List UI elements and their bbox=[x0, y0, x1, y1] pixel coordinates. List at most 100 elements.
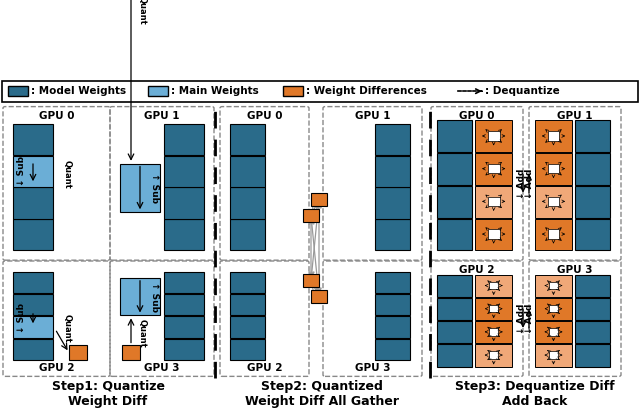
Bar bbox=[375, 188, 410, 219]
Text: GPU 3: GPU 3 bbox=[355, 363, 390, 373]
Bar bbox=[575, 344, 610, 367]
Bar bbox=[489, 328, 499, 336]
Bar bbox=[548, 196, 559, 206]
Text: ↓ Add: ↓ Add bbox=[518, 304, 527, 334]
Bar bbox=[549, 352, 558, 359]
Bar bbox=[548, 229, 559, 239]
Bar bbox=[13, 124, 53, 155]
Bar bbox=[535, 121, 572, 152]
Bar bbox=[549, 282, 558, 289]
Text: GPU 1: GPU 1 bbox=[557, 111, 593, 121]
Bar bbox=[488, 164, 500, 173]
Bar bbox=[437, 321, 472, 344]
Text: : Weight Differences: : Weight Differences bbox=[306, 86, 427, 96]
Bar bbox=[489, 282, 499, 289]
Bar bbox=[230, 124, 265, 155]
Text: GPU 0: GPU 0 bbox=[460, 111, 495, 121]
Text: ↓ Sub: ↓ Sub bbox=[17, 156, 26, 186]
Bar bbox=[575, 219, 610, 251]
Bar bbox=[575, 153, 610, 185]
Bar bbox=[575, 121, 610, 152]
Bar bbox=[13, 188, 53, 219]
Bar bbox=[535, 219, 572, 251]
Bar bbox=[489, 305, 499, 312]
Bar bbox=[475, 275, 512, 297]
Bar bbox=[437, 186, 472, 218]
Bar bbox=[164, 188, 204, 219]
Bar bbox=[437, 153, 472, 185]
Bar bbox=[120, 278, 160, 315]
Bar bbox=[475, 153, 512, 185]
Text: GPU 1: GPU 1 bbox=[355, 111, 390, 121]
Bar bbox=[13, 156, 53, 187]
Bar bbox=[164, 316, 204, 338]
Bar bbox=[164, 339, 204, 360]
Text: ↑ Sub: ↑ Sub bbox=[150, 281, 159, 311]
Text: GPU 0: GPU 0 bbox=[247, 111, 282, 121]
Bar bbox=[535, 344, 572, 367]
Bar bbox=[437, 275, 472, 297]
Bar bbox=[437, 219, 472, 251]
Text: Step3: Dequantize Diff
Add Back: Step3: Dequantize Diff Add Back bbox=[455, 380, 615, 408]
Text: Step2: Quantized
Weight Diff All Gather: Step2: Quantized Weight Diff All Gather bbox=[245, 380, 399, 408]
Bar bbox=[164, 271, 204, 293]
Bar bbox=[375, 156, 410, 187]
Bar bbox=[489, 352, 499, 359]
Bar bbox=[488, 229, 500, 239]
Text: GPU 3: GPU 3 bbox=[144, 363, 180, 373]
Text: Step1: Quantize
Weight Diff: Step1: Quantize Weight Diff bbox=[51, 380, 164, 408]
Bar bbox=[375, 271, 410, 293]
Bar bbox=[164, 294, 204, 315]
Bar bbox=[437, 344, 472, 367]
Bar bbox=[230, 219, 265, 251]
Bar bbox=[575, 321, 610, 344]
Text: GPU 3: GPU 3 bbox=[557, 265, 593, 275]
Text: : Model Weights: : Model Weights bbox=[31, 86, 126, 96]
Bar bbox=[122, 346, 140, 360]
Bar bbox=[13, 294, 53, 315]
Bar bbox=[535, 298, 572, 320]
Bar bbox=[549, 328, 558, 336]
Text: ↑ Sub: ↑ Sub bbox=[150, 173, 159, 203]
Bar bbox=[475, 344, 512, 367]
Text: Quant: Quant bbox=[63, 314, 72, 343]
Bar bbox=[475, 186, 512, 218]
Bar bbox=[375, 316, 410, 338]
Text: Quant: Quant bbox=[138, 319, 147, 348]
Bar bbox=[230, 339, 265, 360]
Bar bbox=[303, 274, 319, 287]
Bar bbox=[535, 153, 572, 185]
Text: ↓ Add: ↓ Add bbox=[525, 304, 534, 334]
Bar bbox=[437, 298, 472, 320]
Text: GPU 2: GPU 2 bbox=[460, 265, 495, 275]
Bar bbox=[283, 86, 303, 96]
Bar bbox=[548, 164, 559, 173]
Text: Quant: Quant bbox=[63, 160, 72, 188]
Bar bbox=[375, 124, 410, 155]
Bar bbox=[548, 131, 559, 141]
Text: ↓ Add: ↓ Add bbox=[525, 168, 534, 198]
Bar bbox=[311, 290, 327, 303]
Bar bbox=[475, 321, 512, 344]
Bar bbox=[164, 156, 204, 187]
Bar bbox=[69, 10, 87, 25]
Bar bbox=[230, 271, 265, 293]
Bar bbox=[230, 156, 265, 187]
Text: : Dequantize: : Dequantize bbox=[485, 86, 560, 96]
Bar bbox=[120, 164, 160, 212]
Bar bbox=[375, 339, 410, 360]
Bar bbox=[8, 86, 28, 96]
Text: GPU 0: GPU 0 bbox=[39, 111, 74, 121]
Bar bbox=[164, 219, 204, 251]
Bar bbox=[535, 321, 572, 344]
Bar bbox=[375, 219, 410, 251]
Bar bbox=[375, 294, 410, 315]
Bar bbox=[13, 271, 53, 293]
Bar bbox=[230, 294, 265, 315]
Bar bbox=[575, 298, 610, 320]
Bar bbox=[437, 121, 472, 152]
Bar bbox=[535, 275, 572, 297]
Bar bbox=[13, 339, 53, 360]
Bar bbox=[69, 346, 87, 360]
Text: GPU 2: GPU 2 bbox=[39, 363, 74, 373]
